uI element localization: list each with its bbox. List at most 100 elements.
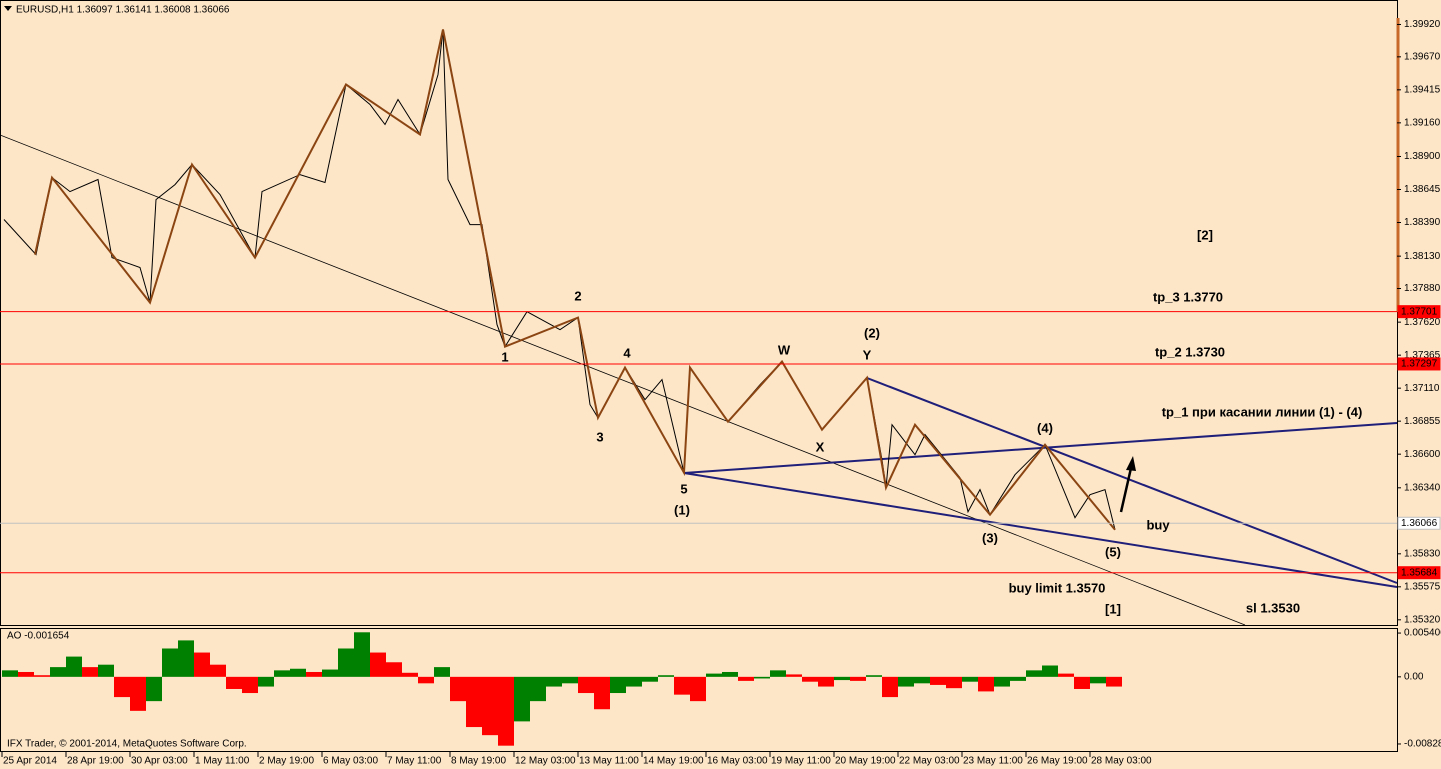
ao-bar <box>370 652 386 677</box>
ao-bar <box>1090 676 1106 684</box>
ao-bar <box>306 671 322 677</box>
ao-bar <box>754 676 770 679</box>
ao-bar <box>418 676 434 684</box>
ao-bar <box>946 676 962 689</box>
ao-frame <box>0 628 1398 752</box>
ao-y-tick-label: 0.00 <box>1404 671 1424 682</box>
ao-bar <box>690 676 706 702</box>
annotation: (1) <box>674 502 690 517</box>
trendlines <box>0 134 1398 626</box>
trendline <box>0 134 1246 626</box>
ao-bar <box>626 676 642 687</box>
ao-bar <box>1042 665 1058 677</box>
annotation: (5) <box>1105 544 1121 559</box>
x-tick-label: 30 Apr 03:00 <box>131 756 188 767</box>
ao-bar <box>434 667 450 677</box>
level-box <box>1397 566 1441 580</box>
zigzag-line <box>34 29 1116 531</box>
annotation: buy limit 1.3570 <box>1009 580 1106 595</box>
ao-bar <box>402 672 418 677</box>
annotation: 1 <box>501 349 508 364</box>
ao-bar <box>66 656 82 677</box>
ao-bar <box>1058 673 1074 677</box>
ao-bar <box>1106 676 1122 687</box>
ao-bar <box>578 676 594 694</box>
y-tick-label: 1.36600 <box>1404 449 1441 460</box>
y-tick-label: 1.39920 <box>1404 19 1441 30</box>
annotation: [1] <box>1105 601 1121 616</box>
ao-bar <box>178 640 194 677</box>
ao-bar <box>930 676 946 685</box>
menu-arrow <box>4 6 12 11</box>
ao-y-tick-label: -0.008289 <box>1404 739 1441 750</box>
x-tick-label: 26 May 19:00 <box>1027 756 1088 767</box>
ao-bar <box>82 667 98 677</box>
trendline <box>866 377 1398 584</box>
x-tick-label: 20 May 19:00 <box>835 756 896 767</box>
annotation: 2 <box>574 288 581 303</box>
ao-bar <box>34 675 50 677</box>
ao-bar <box>594 676 610 710</box>
ao-bar <box>834 676 850 681</box>
y-tick-label: 1.36340 <box>1404 482 1441 493</box>
ao-bar <box>274 670 290 677</box>
annotation: X <box>816 439 825 454</box>
x-tick-label: 25 Apr 2014 <box>3 756 57 767</box>
ao-bar <box>978 676 994 692</box>
y-tick-label: 1.38900 <box>1404 151 1441 162</box>
price-line <box>3 29 1116 530</box>
ao-bar <box>98 664 114 677</box>
trendline <box>683 422 1398 474</box>
ao-bar <box>2 670 18 677</box>
y-tick-label: 1.38130 <box>1404 251 1441 262</box>
annotation: tp_3 1.3770 <box>1153 289 1223 304</box>
y-tick-label: 1.39415 <box>1404 84 1441 95</box>
ao-bar <box>18 671 34 677</box>
copyright: IFX Trader, © 2001-2014, MetaQuotes Soft… <box>7 739 247 750</box>
y-tick-label: 1.38645 <box>1404 184 1441 195</box>
level-box <box>1397 516 1441 530</box>
ao-bar <box>338 648 354 677</box>
ao-bar <box>386 662 402 677</box>
ao-bar <box>290 668 306 677</box>
x-tick-label: 28 Apr 19:00 <box>67 756 124 767</box>
ao-bar <box>562 676 578 684</box>
ao-bar <box>194 652 210 677</box>
x-tick-label: 8 May 19:00 <box>451 756 506 767</box>
ao-bar <box>530 676 546 702</box>
y-tick-label: 1.37620 <box>1404 317 1441 328</box>
ao-bar <box>866 675 882 677</box>
ao-bar <box>674 676 690 695</box>
x-tick-label: 12 May 03:00 <box>515 756 576 767</box>
ao-bar <box>546 676 562 687</box>
ao-bar <box>242 676 258 694</box>
ao-bar <box>738 676 754 681</box>
ao-bar <box>994 676 1010 687</box>
ao-bar <box>354 632 370 677</box>
ao-bar <box>722 671 738 677</box>
level-label: 1.37297 <box>1401 359 1438 370</box>
y-tick-label: 1.37880 <box>1404 283 1441 294</box>
x-tick-label: 19 May 11:00 <box>771 756 831 767</box>
y-tick-label: 1.38390 <box>1404 217 1441 228</box>
x-tick-label: 23 May 11:00 <box>963 756 1023 767</box>
ao-bar <box>146 676 162 702</box>
y-tick-label: 1.35830 <box>1404 548 1441 559</box>
x-tick-label: 1 May 11:00 <box>195 756 250 767</box>
annotation: tp_2 1.3730 <box>1155 344 1225 359</box>
ao-bar <box>514 676 530 722</box>
annotation: buy <box>1146 517 1170 532</box>
annotation: W <box>778 342 791 357</box>
annotation: (4) <box>1037 420 1053 435</box>
ao-bar <box>850 676 866 681</box>
y-tick-label: 1.35320 <box>1404 614 1441 625</box>
ao-bar <box>322 669 338 677</box>
ao-header: AO -0.001654 <box>7 631 70 642</box>
annotation: Y <box>863 347 872 362</box>
x-tick-label: 28 May 03:00 <box>1091 756 1152 767</box>
ao-bar <box>642 676 658 682</box>
level-label: 1.36066 <box>1401 518 1438 529</box>
annotation: sl 1.3530 <box>1246 600 1300 615</box>
ao-bar <box>1026 670 1042 677</box>
